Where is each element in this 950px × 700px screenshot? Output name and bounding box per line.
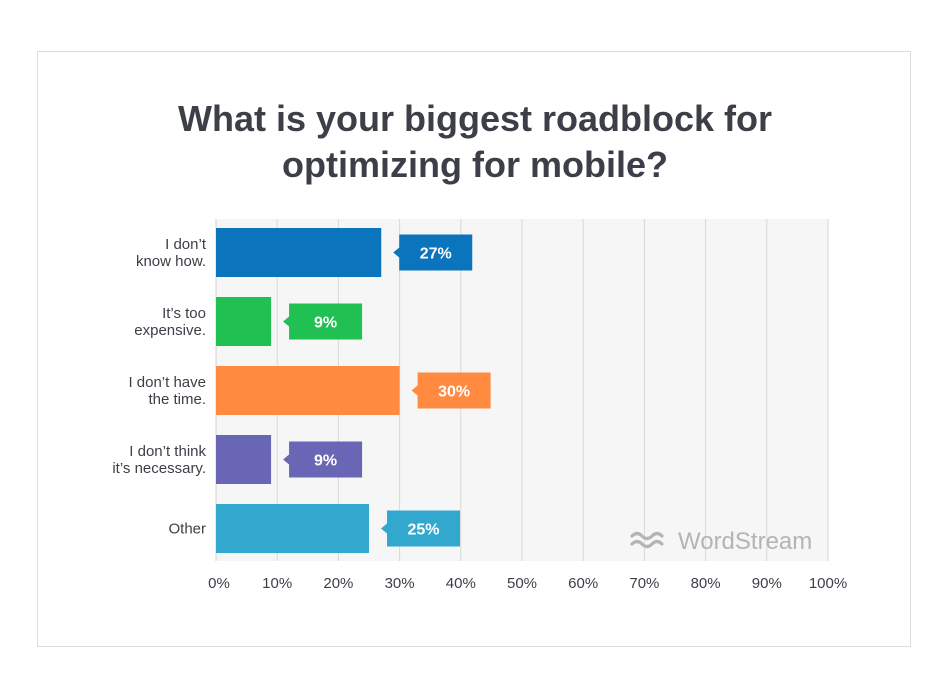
chart-title: What is your biggest roadblock for optim…: [0, 96, 950, 188]
x-tick-label: 10%: [262, 575, 292, 592]
value-callout: [411, 372, 491, 409]
category-label-line: I don’t think: [129, 443, 206, 460]
x-tick-label: 70%: [629, 575, 659, 592]
category-label: I don’t think it’s necessary.: [112, 443, 206, 477]
x-tick-label: 20%: [323, 575, 353, 592]
x-tick-label: 60%: [568, 575, 598, 592]
wordstream-watermark: WordStream: [630, 528, 812, 555]
value-callout: [393, 234, 473, 271]
bars: [216, 228, 400, 553]
x-tick-label: 50%: [507, 575, 537, 592]
value-label: 9%: [314, 453, 337, 470]
bar: [216, 228, 382, 277]
category-label: I don’t have the time.: [128, 374, 206, 408]
value-label: 27%: [420, 246, 452, 263]
bar: [216, 504, 369, 553]
bar: [216, 366, 400, 415]
bar: [216, 297, 272, 346]
category-label: It’s too expensive.: [134, 305, 206, 339]
category-label-line: It’s too: [162, 305, 206, 322]
x-tick-label: 40%: [446, 575, 476, 592]
x-tick-label: 90%: [752, 575, 782, 592]
category-label-line: I don’t have: [128, 374, 206, 391]
x-tick-label: 80%: [691, 575, 721, 592]
value-callout: [283, 303, 363, 340]
wordstream-logo-text: WordStream: [678, 528, 812, 555]
category-label-line: know how.: [136, 253, 206, 270]
category-label-line: Other: [168, 521, 206, 538]
value-label: 25%: [407, 522, 439, 539]
x-tick-label: 30%: [385, 575, 415, 592]
value-label: 30%: [438, 384, 470, 401]
value-callouts: 27% 9% 30% 9% 25%: [283, 234, 491, 547]
wordstream-logo-icon: [630, 531, 664, 549]
bar: [216, 435, 272, 484]
category-label-line: the time.: [148, 391, 206, 408]
category-labels: I don’t know how. It’s too expensive. I don’…: [112, 236, 206, 538]
category-label: Other: [168, 521, 206, 538]
category-label: I don’t know how.: [136, 236, 207, 270]
category-label-line: I don’t: [165, 236, 207, 253]
x-tick-label: 0%: [208, 575, 230, 592]
value-label: 9%: [314, 315, 337, 332]
x-axis-tick-labels: 0% 10% 20% 30% 40% 50% 60% 70% 80% 90% 100%: [208, 575, 847, 592]
x-tick-label: 100%: [809, 575, 847, 592]
chart-title-line-2: optimizing for mobile?: [282, 144, 668, 185]
category-label-line: it’s necessary.: [112, 460, 206, 477]
chart-title-line-1: What is your biggest roadblock for: [177, 98, 773, 139]
value-callout: [381, 510, 460, 547]
value-callout: [283, 441, 363, 478]
category-label-line: expensive.: [134, 322, 206, 339]
